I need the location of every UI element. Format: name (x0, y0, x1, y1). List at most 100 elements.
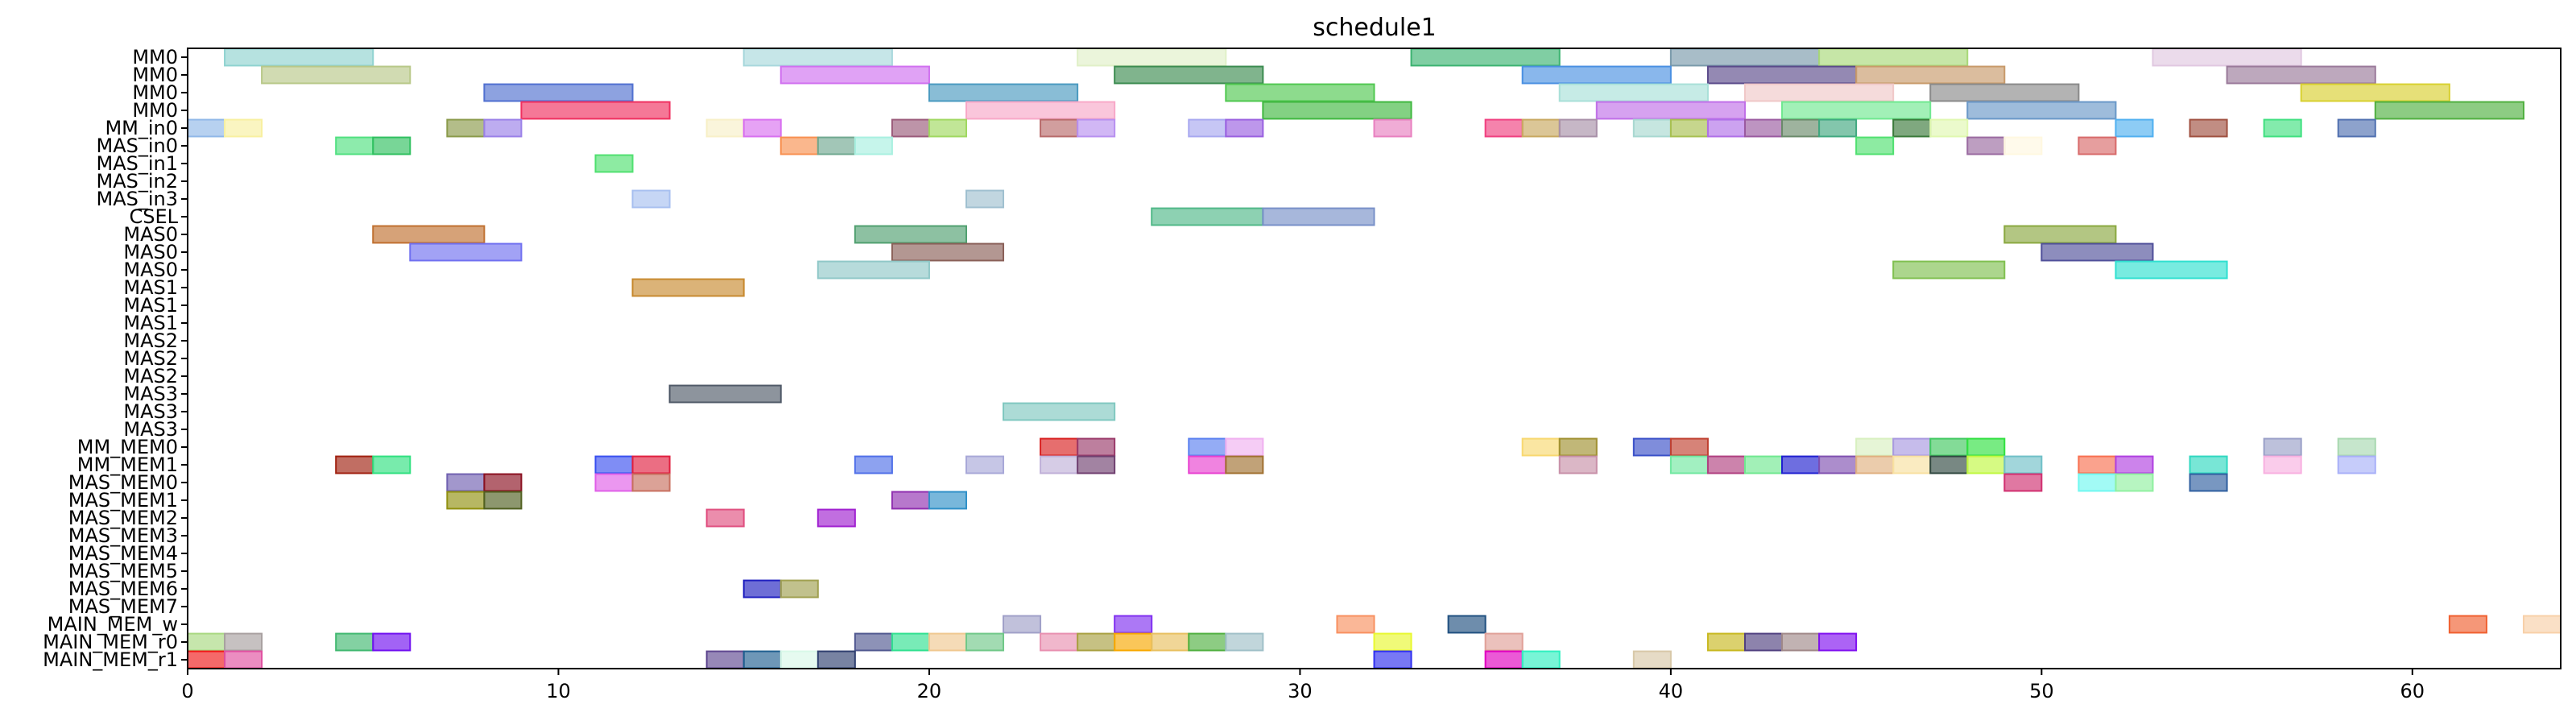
task-bar (2078, 455, 2117, 474)
task-bars (187, 48, 2562, 669)
y-tick-label: MM0 (132, 46, 178, 68)
task-bar (335, 455, 374, 474)
y-tick-label: MAS_MEM7 (68, 595, 178, 618)
task-bar (1040, 437, 1079, 457)
task-bar (1892, 455, 1932, 474)
task-bar (1558, 455, 1598, 474)
task-bar (1743, 118, 1784, 138)
task-bar (817, 650, 856, 669)
task-bar (1225, 455, 1264, 474)
task-bar (335, 632, 374, 652)
task-bar (594, 455, 634, 474)
task-bar (1743, 455, 1784, 474)
task-bar (2263, 118, 2302, 138)
task-bar (2115, 455, 2154, 474)
task-bar (2337, 118, 2376, 138)
task-bar (1669, 455, 1709, 474)
task-bar (2189, 455, 2228, 474)
task-bar (742, 579, 782, 599)
y-tick-label: MAS_MEM4 (68, 542, 178, 565)
task-bar (1003, 402, 1116, 421)
y-tick-label: MAS0 (123, 223, 178, 246)
task-bar (1818, 48, 1969, 67)
x-axis: 0 10 20 30 40 50 60 (181, 669, 2425, 702)
task-bar (224, 118, 263, 138)
y-tick-label: MAS1 (123, 294, 178, 317)
task-bar (1188, 437, 1227, 457)
task-bar (2115, 260, 2228, 280)
task-bar (1669, 437, 1709, 457)
y-tick-label: MAS3 (123, 418, 178, 441)
task-bar (631, 473, 671, 492)
y-tick-label: MAS3 (123, 400, 178, 423)
task-bar (335, 136, 374, 155)
task-bar (928, 83, 1079, 102)
task-bar (779, 650, 819, 669)
y-axis: MM0MM0MM0MM0MM_in0MAS_in0MAS_in1MAS_in2M… (43, 46, 188, 671)
y-tick-label: MAS0 (123, 241, 178, 263)
task-bar (1151, 207, 1264, 226)
task-bar (854, 225, 967, 244)
plot-frame (187, 48, 2562, 669)
task-bar (1781, 101, 1932, 120)
task-bar (1262, 101, 1412, 120)
y-tick-label: MAS2 (123, 365, 178, 387)
task-bar (779, 65, 930, 85)
task-bar (1818, 632, 1858, 652)
task-bar (668, 384, 782, 404)
x-tick-label: 30 (1288, 680, 1313, 702)
task-bar (1521, 650, 1561, 669)
y-tick-label: MAIN_MEM_r1 (43, 648, 178, 671)
task-bar (1595, 101, 1746, 120)
y-tick-label: MAS2 (123, 329, 178, 352)
task-bar (2152, 48, 2302, 67)
y-tick-label: MM0 (132, 99, 178, 122)
y-tick-label: MAS1 (123, 312, 178, 334)
task-bar (1114, 615, 1153, 634)
x-tick-label: 60 (2400, 680, 2425, 702)
task-bar (2448, 615, 2487, 634)
task-bar (928, 491, 967, 510)
task-bar (372, 632, 411, 652)
task-bar (2189, 118, 2228, 138)
task-bar (594, 154, 634, 173)
task-bar (928, 632, 967, 652)
x-tick-label: 50 (2029, 680, 2054, 702)
task-bar (1558, 437, 1598, 457)
task-bar (2078, 136, 2117, 155)
task-bar (2115, 118, 2154, 138)
task-bar (1077, 48, 1227, 67)
task-bar (965, 455, 1005, 474)
task-bar (2522, 615, 2562, 634)
task-bar (1929, 83, 2080, 102)
y-tick-label: MAS0 (123, 259, 178, 281)
task-bar (1225, 437, 1264, 457)
task-bar (1225, 83, 1375, 102)
task-bar (1855, 65, 2006, 85)
task-bar (1077, 118, 1116, 138)
task-bar (1781, 118, 1821, 138)
task-bar (2003, 473, 2043, 492)
task-bar (817, 508, 856, 528)
task-bar (1966, 437, 2006, 457)
y-tick-label: MAS_in1 (96, 152, 178, 175)
task-bar (2263, 455, 2302, 474)
task-bar (2337, 437, 2376, 457)
task-bar (1521, 118, 1561, 138)
chart-title: schedule1 (1313, 14, 1437, 42)
task-bar (1855, 136, 1895, 155)
task-bar (2263, 437, 2302, 457)
task-bar (1966, 136, 2006, 155)
task-bar (520, 101, 671, 120)
task-bar (631, 189, 671, 209)
task-bar (854, 136, 893, 155)
task-bar (1706, 632, 1746, 652)
task-bar (1966, 101, 2117, 120)
task-bar (1447, 615, 1486, 634)
task-bar (965, 101, 1116, 120)
y-tick-label: MAS_MEM1 (68, 489, 178, 512)
task-bar (1818, 118, 1858, 138)
y-tick-label: MAS_MEM6 (68, 578, 178, 600)
task-bar (742, 48, 893, 67)
